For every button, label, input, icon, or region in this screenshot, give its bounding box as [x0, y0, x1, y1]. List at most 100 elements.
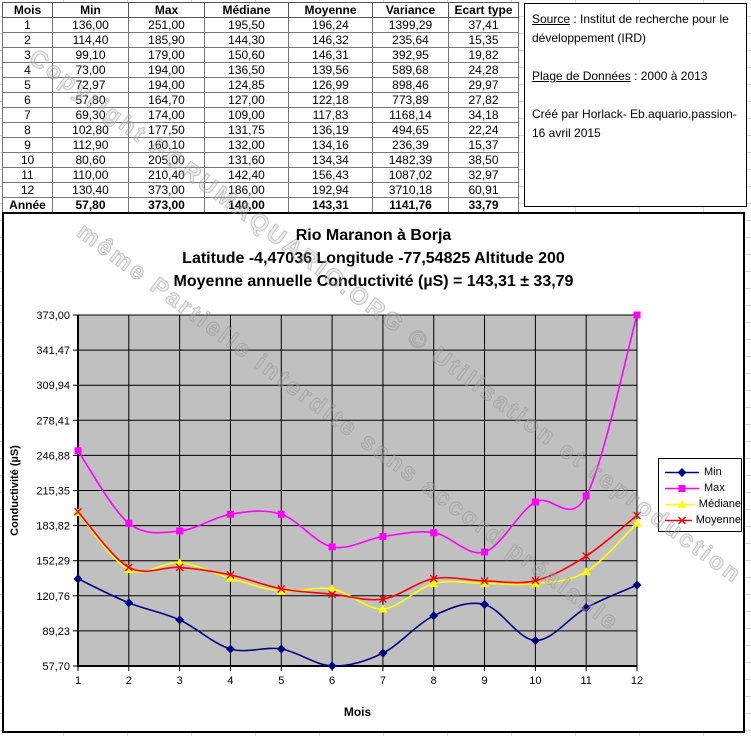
- table-cell: 109,00: [204, 107, 289, 123]
- table-cell: 1141,76: [372, 197, 449, 213]
- table-cell: 24,28: [448, 62, 519, 78]
- table-cell: 22,24: [448, 122, 519, 138]
- table-cell: 156,43: [288, 167, 373, 183]
- table-cell: 146,32: [288, 32, 373, 48]
- table-cell: 136,00: [52, 17, 129, 33]
- table-cell: 99,10: [52, 47, 129, 63]
- svg-text:5: 5: [278, 675, 284, 687]
- table-cell: 38,50: [448, 152, 519, 168]
- table-cell: 373,00: [128, 197, 205, 213]
- table-row: 2 114,40 185,90 144,30 146,32 235,64 15,35: [2, 32, 519, 48]
- table-cell: 6: [2, 92, 53, 108]
- legend-label: Médiane: [698, 498, 741, 510]
- source-line: Source : Institut de recherche pour le d…: [532, 10, 740, 48]
- annual-row: Année 57,80 373,00 140,00 143,31 1141,76 33,79: [2, 197, 519, 213]
- table-cell: 235,64: [372, 32, 449, 48]
- table-cell: 60,91: [448, 182, 519, 198]
- table-cell: 126,99: [288, 77, 373, 93]
- svg-text:278,41: 278,41: [36, 415, 70, 427]
- svg-text:2: 2: [126, 675, 132, 687]
- table-cell: 27,82: [448, 92, 519, 108]
- table-row: 6 57,80 164,70 127,00 122,18 773,89 27,82: [2, 92, 519, 108]
- table-header-cell: Médiane: [204, 2, 289, 18]
- table-row: 5 72,97 194,00 124,85 126,99 898,46 29,97: [2, 77, 519, 93]
- table-cell: 1399,29: [372, 17, 449, 33]
- table-cell: 589,68: [372, 62, 449, 78]
- table-cell: 179,00: [128, 47, 205, 63]
- table-cell: 69,30: [52, 107, 129, 123]
- table-cell: 251,00: [128, 17, 205, 33]
- table-cell: 132,00: [204, 137, 289, 153]
- table-cell: 34,18: [448, 107, 519, 123]
- table-cell: 1482,39: [372, 152, 449, 168]
- table-cell: 136,19: [288, 122, 373, 138]
- table-cell: 1168,14: [372, 107, 449, 123]
- svg-text:309,94: 309,94: [36, 380, 70, 392]
- table-cell: 194,00: [128, 77, 205, 93]
- table-row: 7 69,30 174,00 109,00 117,83 1168,14 34,18: [2, 107, 519, 123]
- table-header-row: Mois Min Max Médiane Moyenne Variance Ecart ty…: [2, 2, 519, 18]
- legend-x-icon: [665, 516, 692, 524]
- table-cell: 80,60: [52, 152, 129, 168]
- table-cell: 130,40: [52, 182, 129, 198]
- table-cell: 127,00: [204, 92, 289, 108]
- table-cell: 174,00: [128, 107, 205, 123]
- plot-area: 57,70 89,23 120,76 152,29 183,82 215,35 246,88…: [9, 310, 643, 719]
- table-row: 10 80,60 205,00 131,60 134,34 1482,39 38,50: [2, 152, 519, 168]
- table-cell: 177,50: [128, 122, 205, 138]
- table-cell: 2: [2, 32, 53, 48]
- table-cell: 150,60: [204, 47, 289, 63]
- legend-entry-moyenne: Moyenne: [664, 512, 741, 528]
- table-cell: 143,31: [288, 197, 373, 213]
- table-cell: 140,00: [204, 197, 289, 213]
- legend-diamond-icon: [665, 467, 699, 477]
- svg-text:4: 4: [227, 675, 233, 687]
- legend-entry-médiane: Médiane: [664, 496, 741, 512]
- table-cell: 9: [2, 137, 53, 153]
- table-cell: 124,85: [204, 77, 289, 93]
- svg-text:12: 12: [631, 675, 643, 687]
- table-header-cell: Variance: [372, 2, 449, 18]
- table-cell: 131,75: [204, 122, 289, 138]
- table-cell: 1087,02: [372, 167, 449, 183]
- svg-text:215,35: 215,35: [36, 486, 70, 498]
- table-cell: 139,56: [288, 62, 373, 78]
- legend-label: Max: [704, 482, 725, 494]
- svg-text:373,00: 373,00: [36, 310, 70, 322]
- svg-text:183,82: 183,82: [36, 521, 70, 533]
- table-cell: 32,97: [448, 167, 519, 183]
- table-cell: 373,00: [128, 182, 205, 198]
- table-header-cell: Mois: [2, 2, 53, 18]
- table-cell: 185,90: [128, 32, 205, 48]
- table-cell: 15,35: [448, 32, 519, 48]
- table-cell: 773,89: [372, 92, 449, 108]
- spacer: [532, 86, 740, 105]
- table-header-cell: Ecart type: [448, 2, 519, 18]
- table-cell: 110,00: [52, 167, 129, 183]
- table-cell: 57,80: [52, 197, 129, 213]
- svg-text:89,23: 89,23: [42, 626, 70, 638]
- info-box: Source : Institut de recherche pour le d…: [524, 3, 747, 207]
- table-cell: 122,18: [288, 92, 373, 108]
- table-cell: 117,83: [288, 107, 373, 123]
- table-row: 9 112,90 160,10 132,00 134,16 236,39 15,37: [2, 137, 519, 153]
- table-cell: 134,34: [288, 152, 373, 168]
- table-cell: 19,82: [448, 47, 519, 63]
- table-cell: 134,16: [288, 137, 373, 153]
- table-cell: 15,37: [448, 137, 519, 153]
- svg-text:9: 9: [481, 675, 487, 687]
- svg-text:8: 8: [431, 675, 437, 687]
- plage-text: : 2000 à 2013: [630, 69, 708, 83]
- table-cell: 392,95: [372, 47, 449, 63]
- table-cell: 7: [2, 107, 53, 123]
- table-cell: 8: [2, 122, 53, 138]
- table-cell: 5: [2, 77, 53, 93]
- table-cell: 72,97: [52, 77, 129, 93]
- table-row: 4 73,00 194,00 136,50 139,56 589,68 24,28: [2, 62, 519, 78]
- table-cell: 12: [2, 182, 53, 198]
- table-cell: 210,40: [128, 167, 205, 183]
- svg-text:57,70: 57,70: [42, 661, 70, 673]
- table-cell: 196,24: [288, 17, 373, 33]
- table-row: 3 99,10 179,00 150,60 146,31 392,95 19,82: [2, 47, 519, 63]
- table-cell: 131,60: [204, 152, 289, 168]
